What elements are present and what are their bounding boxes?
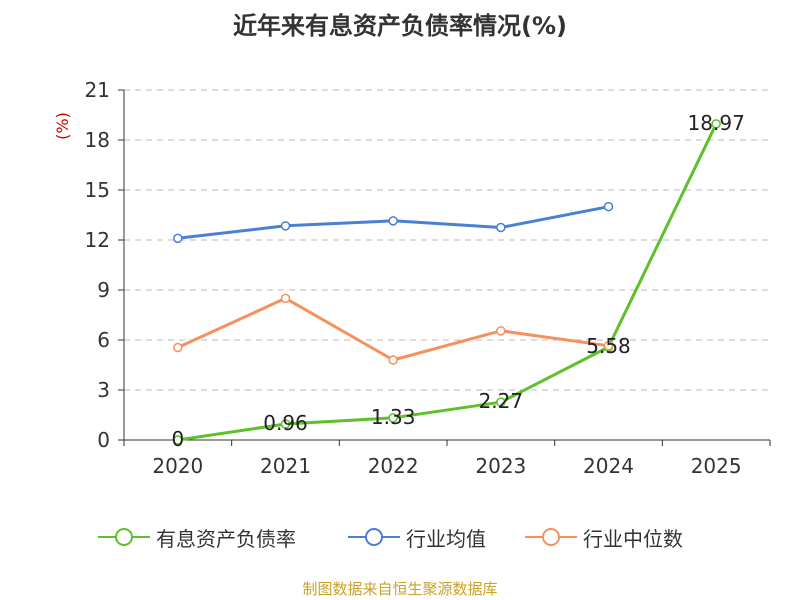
data-label-2024: 5.58 bbox=[586, 334, 631, 358]
y-tick-label-12: 12 bbox=[85, 228, 110, 252]
legend-marker-interest-debt-ratio bbox=[98, 528, 150, 546]
x-tick-label-2020: 2020 bbox=[152, 454, 203, 478]
data-point-0-2023 bbox=[496, 397, 506, 407]
data-label-2023: 2.27 bbox=[479, 389, 524, 413]
data-source-note: 制图数据来自恒生聚源数据库 bbox=[302, 580, 498, 598]
legend-item-industry-median[interactable]: 行业中位数 bbox=[525, 520, 683, 554]
data-point-2-2021 bbox=[280, 293, 291, 304]
data-point-0-2020 bbox=[173, 435, 183, 445]
chart-title: 近年来有息资产负债率情况(%) bbox=[233, 12, 567, 40]
legend-label-industry-median: 行业中位数 bbox=[583, 526, 683, 551]
x-tick-label-2021: 2021 bbox=[260, 454, 311, 478]
legend-label-industry-average: 行业均值 bbox=[406, 526, 486, 551]
data-point-1-2024 bbox=[603, 201, 614, 212]
data-point-2-2020 bbox=[173, 342, 183, 353]
data-point-2-2023 bbox=[496, 326, 506, 336]
legend-marker-industry-average bbox=[348, 528, 400, 546]
data-point-1-2021 bbox=[280, 221, 291, 231]
series-line-0 bbox=[177, 123, 718, 442]
legend-item-industry-average[interactable]: 行业均值 bbox=[348, 520, 486, 554]
data-point-1-2020 bbox=[173, 233, 183, 244]
data-point-2-2024 bbox=[603, 341, 614, 351]
data-label-2020: 0 bbox=[171, 427, 184, 451]
data-label-2022: 1.33 bbox=[371, 405, 416, 429]
x-tick-label-2023: 2023 bbox=[475, 454, 526, 478]
data-point-1-2022 bbox=[388, 216, 398, 226]
y-tick-label-18: 18 bbox=[85, 128, 110, 152]
y-tick-label-3: 3 bbox=[97, 378, 110, 402]
x-tick-label-2024: 2024 bbox=[583, 454, 634, 478]
y-tick-label-6: 6 bbox=[97, 328, 110, 352]
y-tick-label-15: 15 bbox=[85, 178, 110, 202]
y-tick-label-9: 9 bbox=[97, 278, 110, 302]
series-line-2 bbox=[177, 296, 609, 362]
legend-marker-industry-median bbox=[525, 528, 577, 546]
y-tick-label-21: 21 bbox=[85, 78, 110, 102]
data-point-0-2025 bbox=[711, 119, 721, 129]
y-axis-unit-label: (%) bbox=[53, 112, 72, 140]
x-tick-label-2022: 2022 bbox=[368, 454, 419, 478]
legend-item-interest-debt-ratio[interactable]: 有息资产负债率 bbox=[98, 520, 296, 554]
y-tick-label-0: 0 bbox=[97, 428, 110, 452]
data-point-0-2022 bbox=[388, 413, 398, 423]
data-point-0-2021 bbox=[280, 419, 291, 429]
data-label-2021: 0.96 bbox=[263, 411, 308, 435]
data-point-1-2023 bbox=[496, 222, 506, 233]
data-point-2-2022 bbox=[388, 355, 398, 365]
legend-label-interest-debt-ratio: 有息资产负债率 bbox=[156, 526, 296, 551]
legend: 有息资产负债率 行业均值 行业中位数 bbox=[0, 520, 800, 554]
x-tick-label-2025: 2025 bbox=[691, 454, 742, 478]
data-label-2025: 18.97 bbox=[688, 111, 745, 135]
